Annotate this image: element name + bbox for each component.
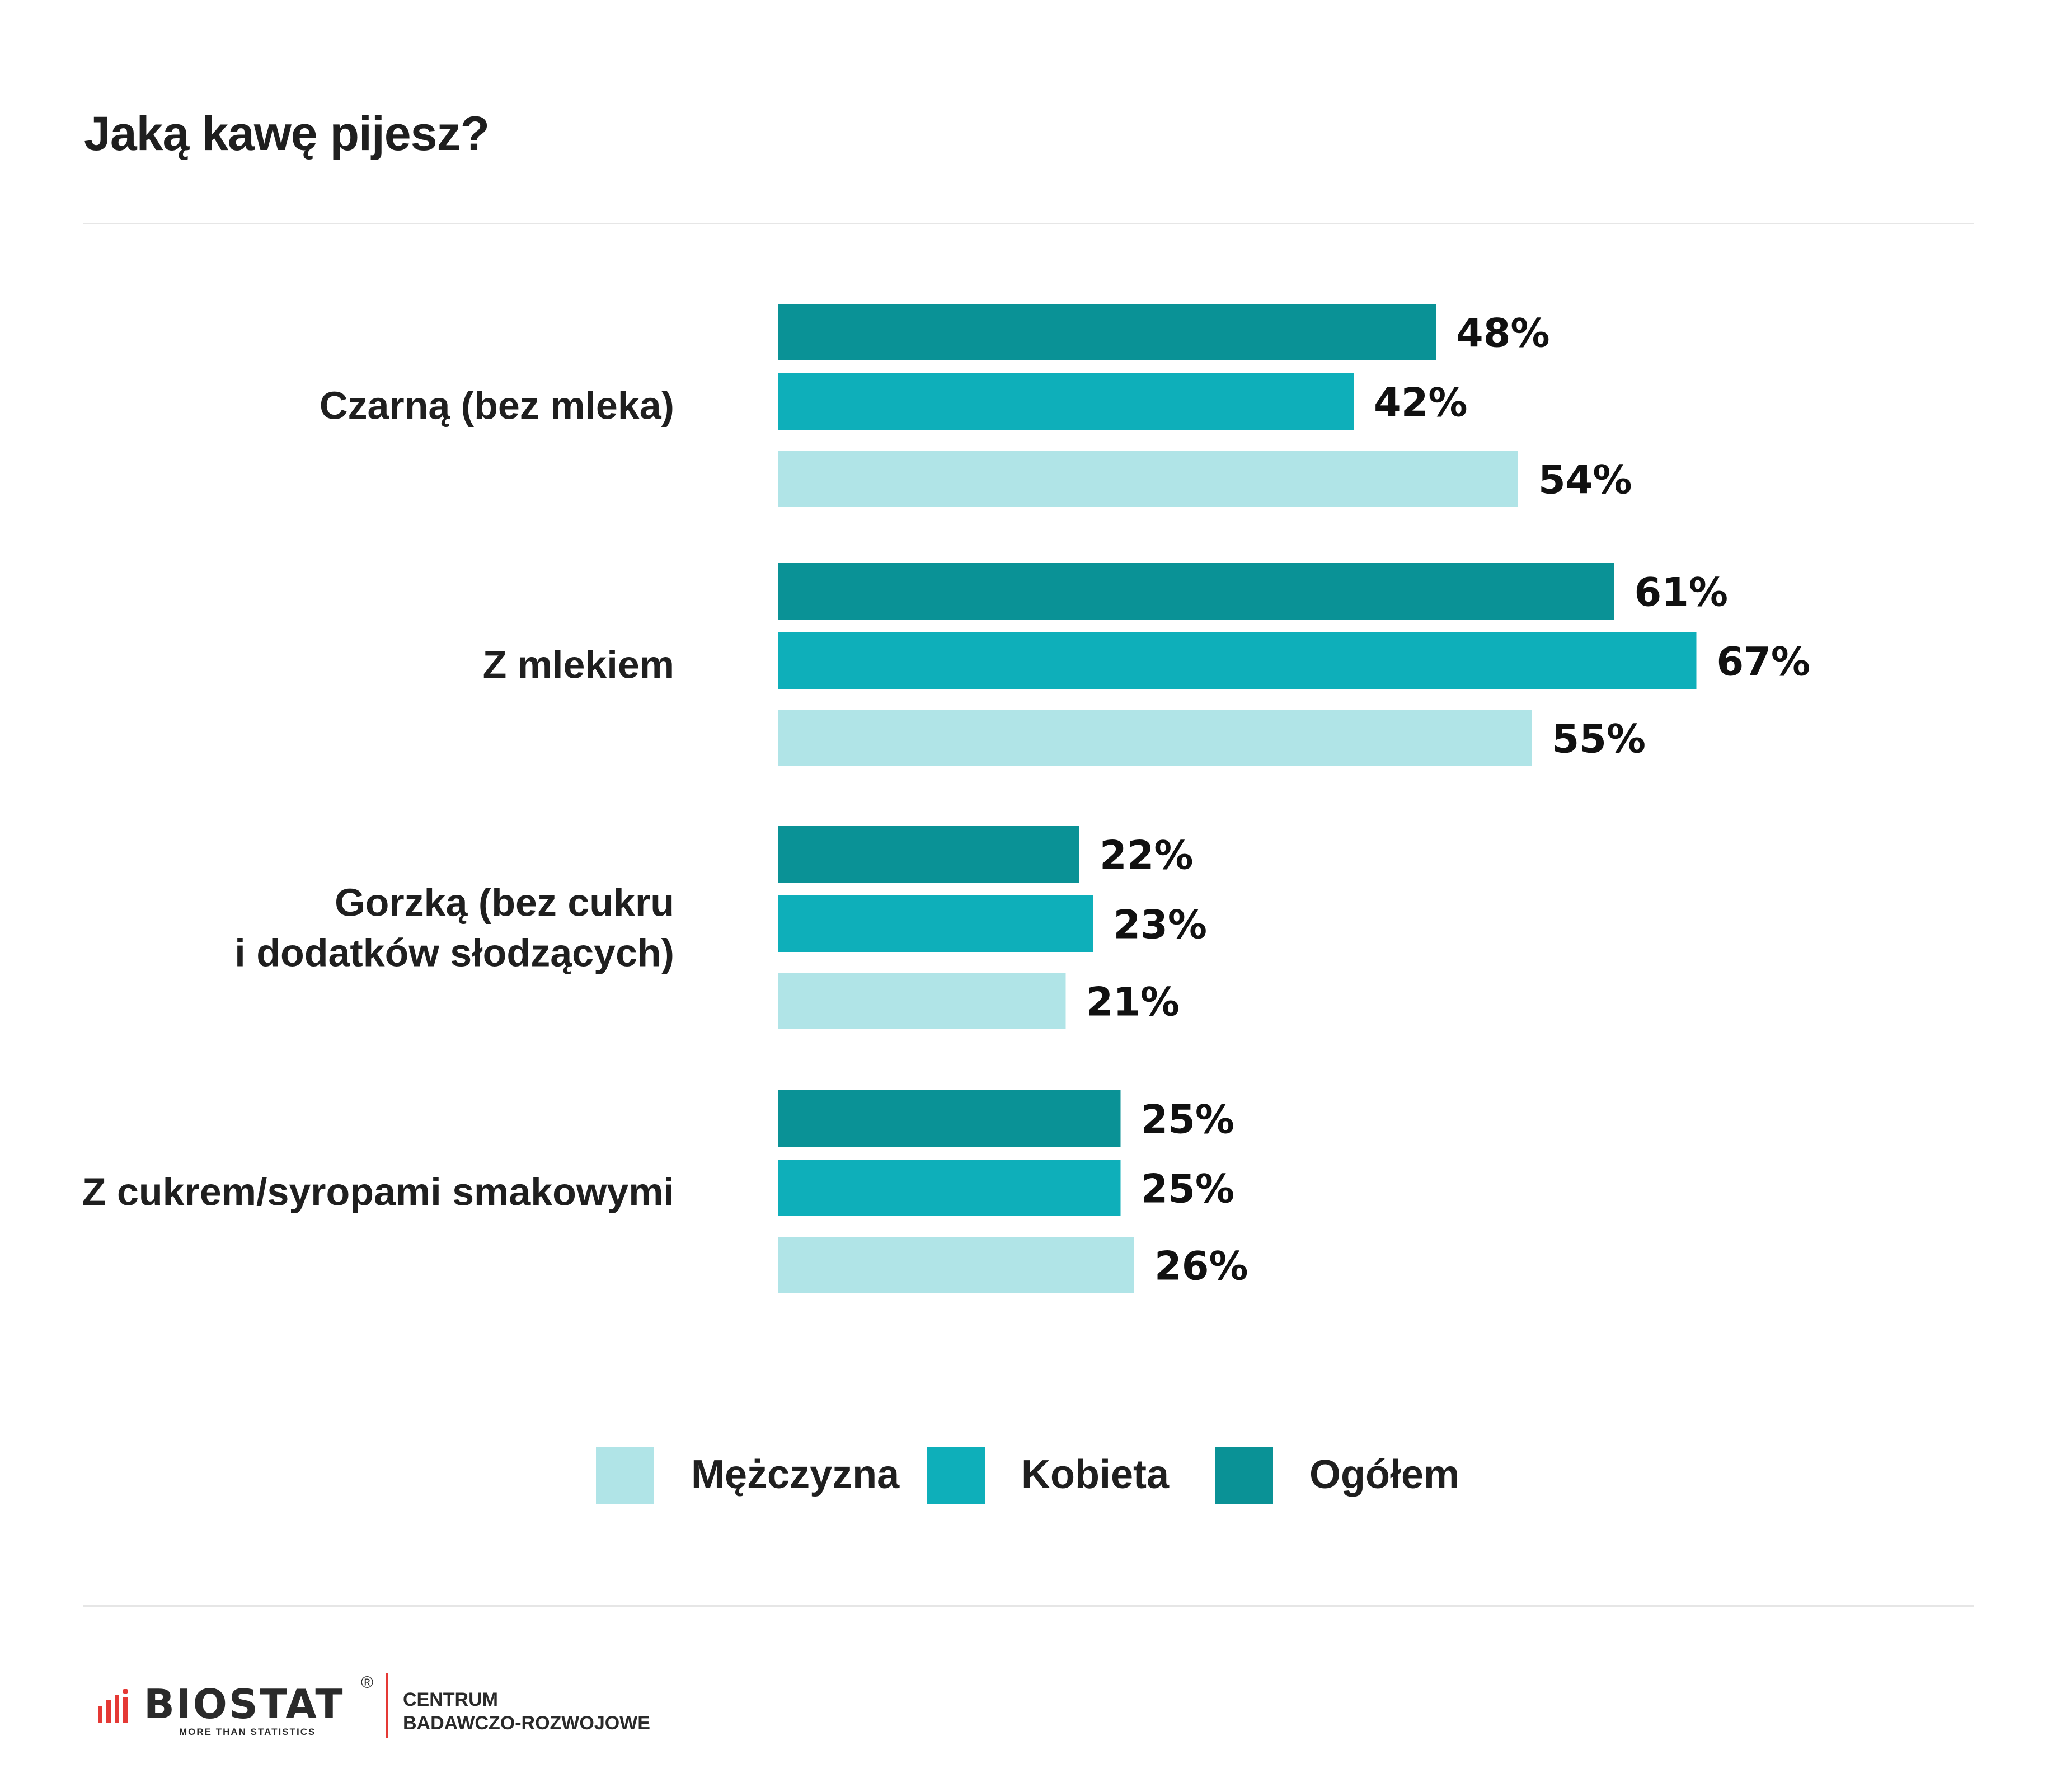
category-label: Z cukrem/syropami smakowymi	[82, 1170, 674, 1214]
bar	[778, 1160, 1121, 1216]
legend-label-kobieta: Kobieta	[1021, 1452, 1170, 1497]
bar	[778, 973, 1066, 1029]
bar	[778, 1237, 1134, 1293]
footer-caption: CENTRUM BADAWCZO-ROZWOJOWE	[403, 1688, 650, 1735]
category-label: Z mlekiem	[483, 643, 674, 687]
legend-label-mezczyzna: Mężczyzna	[691, 1452, 900, 1497]
data-label: 25%	[1141, 1166, 1235, 1212]
bar	[778, 895, 1093, 952]
bar	[778, 632, 1697, 689]
bar	[778, 373, 1354, 430]
data-label: 42%	[1374, 380, 1468, 426]
data-label: 22%	[1100, 833, 1194, 879]
bar	[778, 1090, 1121, 1147]
data-label: 23%	[1114, 902, 1208, 948]
logo-separator	[386, 1673, 388, 1738]
logo-bar	[123, 1697, 128, 1723]
data-label: 55%	[1552, 716, 1646, 762]
top-divider	[83, 223, 1974, 224]
bar	[778, 563, 1614, 620]
biostat-logo-bars-icon	[98, 1689, 128, 1723]
legend-label-ogolem: Ogółem	[1309, 1452, 1460, 1497]
bar	[778, 710, 1532, 766]
data-label: 48%	[1456, 311, 1550, 356]
logo-bar	[106, 1700, 111, 1723]
logo-bar	[115, 1695, 119, 1723]
bar	[778, 304, 1436, 360]
data-label: 67%	[1717, 639, 1811, 685]
legend-swatch-ogolem	[1215, 1447, 1273, 1504]
bar	[778, 826, 1079, 883]
data-label: 54%	[1538, 457, 1632, 503]
category-label: i dodatków słodzących)	[234, 931, 674, 975]
registered-mark: ®	[361, 1673, 374, 1692]
data-label: 26%	[1154, 1244, 1248, 1289]
biostat-logo-text: BIOSTAT	[144, 1681, 345, 1728]
logo-dot	[123, 1689, 128, 1694]
bar-chart: Czarną (bez mleka) 48% 42% 54% Z mlekiem 61% 6…	[82, 304, 1811, 1293]
legend-swatch-mezczyzna	[596, 1447, 654, 1504]
bottom-divider	[83, 1605, 1974, 1607]
logo-tagline: MORE THAN STATISTICS	[179, 1727, 316, 1737]
bar	[778, 451, 1518, 507]
category-label: Gorzką (bez cukru	[335, 881, 674, 925]
legend-swatch-kobieta	[927, 1447, 985, 1504]
caption-line-1: CENTRUM	[403, 1689, 498, 1710]
logo-bar	[98, 1706, 102, 1723]
footer-branding: BIOSTAT ® MORE THAN STATISTICS CENTRUM B…	[92, 1673, 764, 1752]
data-label: 25%	[1141, 1097, 1235, 1143]
data-label: 21%	[1086, 979, 1180, 1025]
data-label: 61%	[1635, 570, 1729, 616]
page-title: Jaką kawę pijesz?	[84, 107, 490, 161]
caption-line-2: BADAWCZO-ROZWOJOWE	[403, 1713, 650, 1734]
category-label: Czarną (bez mleka)	[320, 384, 674, 428]
